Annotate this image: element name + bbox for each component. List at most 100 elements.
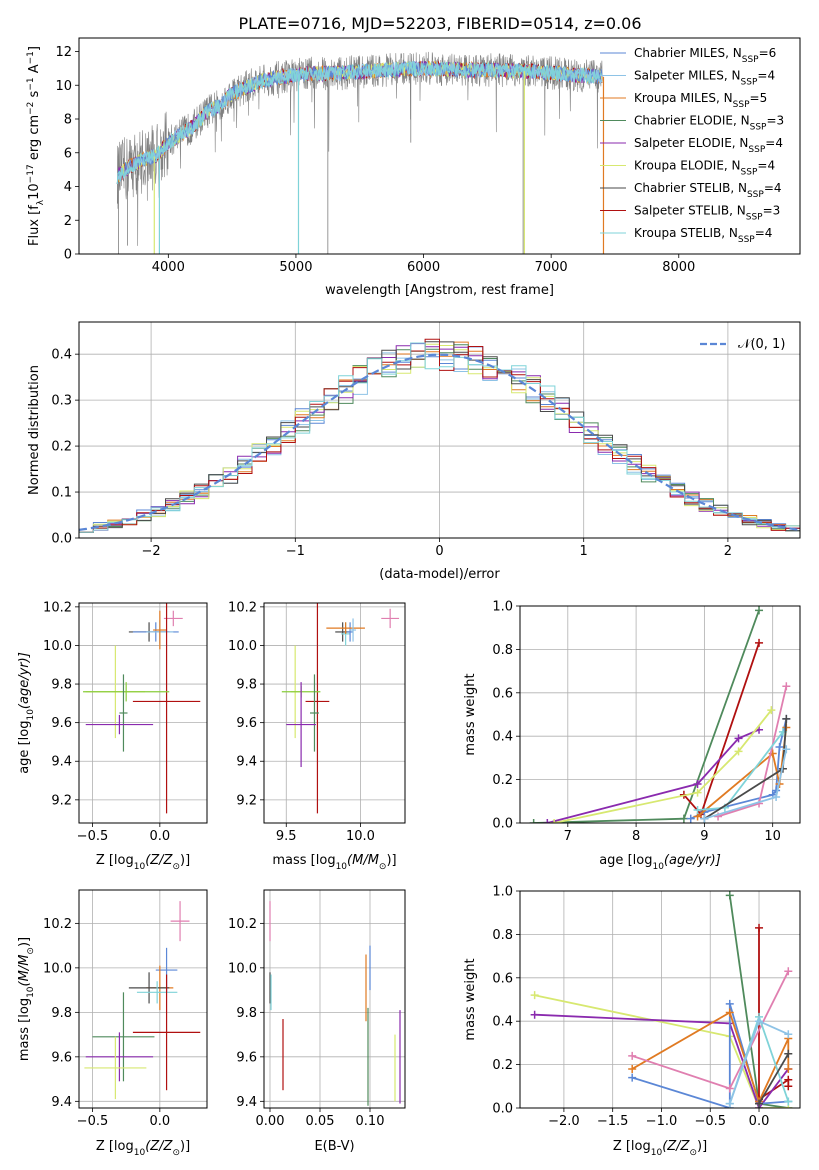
y-tick-label: 6 xyxy=(64,146,72,161)
x-tick-label: 0.0 xyxy=(749,1114,770,1129)
x-tick-label: 0.00 xyxy=(256,1114,285,1129)
weight-marker xyxy=(725,1008,734,1017)
weight-marker xyxy=(725,891,734,900)
x-axis-label: Z [log10(Z/Z⊙)] xyxy=(96,1139,190,1158)
y-tick-label: 0 xyxy=(64,248,72,263)
model-spectrum xyxy=(116,60,603,184)
age_vs_Z-frame xyxy=(78,602,208,824)
legend-label: 𝒩(0, 1) xyxy=(738,337,785,352)
x-tick-label: 6000 xyxy=(407,260,440,275)
weight-marker xyxy=(550,819,559,823)
weight-line xyxy=(758,1053,790,1105)
y-tick-label: 9.8 xyxy=(236,1006,257,1021)
x-tick-label: −0.5 xyxy=(694,1114,726,1129)
mass_vs_Z-frame xyxy=(78,889,208,1109)
y-tick-label: 8 xyxy=(64,113,72,128)
age_vs_Z-panel: −0.5 0.0 9.2 9.4 9.6 9.8 10.0 10.2 Z [log10(Z/Z⊙… xyxy=(17,600,208,872)
x-tick-label: 0.10 xyxy=(356,1114,385,1129)
x-axis-label: age [log10(age/yr)] xyxy=(599,853,721,872)
weight-marker xyxy=(628,1064,637,1073)
age_vs_mass-plot-area xyxy=(281,603,400,814)
y-tick-label: 0.2 xyxy=(492,773,513,788)
y-tick-label: 1.0 xyxy=(492,600,513,615)
y-axis-label: mass weight xyxy=(463,673,478,755)
y-tick-label: 0.6 xyxy=(492,971,513,986)
weight-marker xyxy=(772,792,781,801)
age_vs_mass-frame xyxy=(263,602,406,824)
weight-marker xyxy=(734,747,743,756)
y-tick-label: 9.4 xyxy=(236,1095,257,1110)
y-tick-label: 10 xyxy=(55,79,72,94)
x-axis-label: wavelength [Angstrom, rest frame] xyxy=(325,283,554,298)
weight-marker xyxy=(784,967,793,976)
age_vs_Z-plot-area xyxy=(83,603,201,814)
x-tick-label: 8000 xyxy=(662,260,695,275)
mass_vs_ebv-frame xyxy=(263,889,406,1109)
y-tick-label: 0.2 xyxy=(492,1058,513,1073)
weight-marker xyxy=(700,814,709,823)
weight-line xyxy=(534,994,789,1108)
y-tick-label: 12 xyxy=(55,45,72,60)
x-axis-label: Z [log10(Z/Z⊙)] xyxy=(613,1139,707,1158)
y-tick-label: 9.4 xyxy=(51,755,72,770)
y-tick-label: 4 xyxy=(64,180,72,195)
x-tick-label: 9 xyxy=(700,829,708,844)
mass_vs_Z-panel: −0.5 0.0 9.4 9.6 9.8 10.0 10.2 Z [log10(Z/Z⊙)] m… xyxy=(17,889,208,1158)
y-tick-label: 0.8 xyxy=(492,643,513,658)
y-tick-label: 9.6 xyxy=(51,716,72,731)
spectrum-plot-area xyxy=(116,51,605,254)
x-axis-label: Z [log10(Z/Z⊙)] xyxy=(96,853,190,872)
y-tick-label: 10.2 xyxy=(43,600,72,615)
x-tick-label: −0.5 xyxy=(77,1114,109,1129)
weight-marker xyxy=(725,999,734,1008)
weight-marker xyxy=(530,991,539,1000)
weight_vs_age-frame xyxy=(519,605,801,824)
y-tick-label: 10.0 xyxy=(228,639,257,654)
weight-marker xyxy=(784,1030,793,1039)
weight-marker xyxy=(628,1051,637,1060)
x-tick-label: 0.0 xyxy=(149,1114,170,1129)
mass_vs_ebv-plot-area xyxy=(269,901,401,1106)
x-tick-label: 7000 xyxy=(535,260,568,275)
y-axis-label: Flux [fλ10−17 erg cm−2 s−1 A−1] xyxy=(26,46,46,246)
y-tick-label: 0.0 xyxy=(492,817,513,832)
y-tick-label: 9.4 xyxy=(51,1095,72,1110)
y-tick-label: 9.6 xyxy=(236,1050,257,1065)
x-tick-label: 8 xyxy=(632,829,640,844)
residuals-plot-area xyxy=(79,338,800,533)
gaussian-curve xyxy=(79,353,800,531)
x-tick-label: 1 xyxy=(580,544,588,559)
x-tick-label: −1.0 xyxy=(646,1114,678,1129)
y-tick-label: 0.3 xyxy=(51,394,72,409)
weight-marker xyxy=(784,1064,793,1073)
weight_vs_age-panel: 7 8 9 10 0.0 0.2 0.4 0.6 0.8 1.0 age [log10(age/yr… xyxy=(463,600,801,872)
legend-label: Kroupa STELIB, NSSP=4 xyxy=(634,226,772,245)
weight-marker xyxy=(755,1017,764,1026)
x-tick-label: 0.0 xyxy=(149,829,170,844)
x-tick-label: −1 xyxy=(286,544,305,559)
y-axis-label: Normed distribution xyxy=(27,365,42,495)
x-axis-label: mass [log10(M/M⊙)] xyxy=(272,853,396,872)
age_vs_mass-panel: 9.5 10.0 9.2 9.4 9.6 9.8 10.0 10.2 mass [log10(M… xyxy=(228,600,406,872)
weight-marker xyxy=(782,745,791,754)
x-tick-label: 4000 xyxy=(152,260,185,275)
y-tick-label: 0.4 xyxy=(492,1015,513,1030)
y-tick-label: 0.8 xyxy=(492,928,513,943)
weight-marker xyxy=(784,1082,793,1091)
y-axis-label: mass [log10(M/M⊙)] xyxy=(17,937,36,1061)
y-tick-label: 9.2 xyxy=(51,793,72,808)
x-tick-label: −2 xyxy=(142,544,161,559)
legend-label: Kroupa MILES, NSSP=5 xyxy=(634,91,767,110)
weight-marker xyxy=(767,706,776,715)
x-tick-label: 5000 xyxy=(279,260,312,275)
weight-marker xyxy=(784,1049,793,1058)
weight-marker xyxy=(693,788,702,797)
weight-marker xyxy=(775,743,784,752)
y-tick-label: 9.8 xyxy=(51,1006,72,1021)
x-tick-label: −2.0 xyxy=(548,1114,580,1129)
weight-line xyxy=(547,728,760,823)
y-tick-label: 1.0 xyxy=(492,885,513,900)
y-tick-label: 0.1 xyxy=(51,486,72,501)
weight-marker xyxy=(529,819,538,823)
weight-marker xyxy=(755,606,764,615)
